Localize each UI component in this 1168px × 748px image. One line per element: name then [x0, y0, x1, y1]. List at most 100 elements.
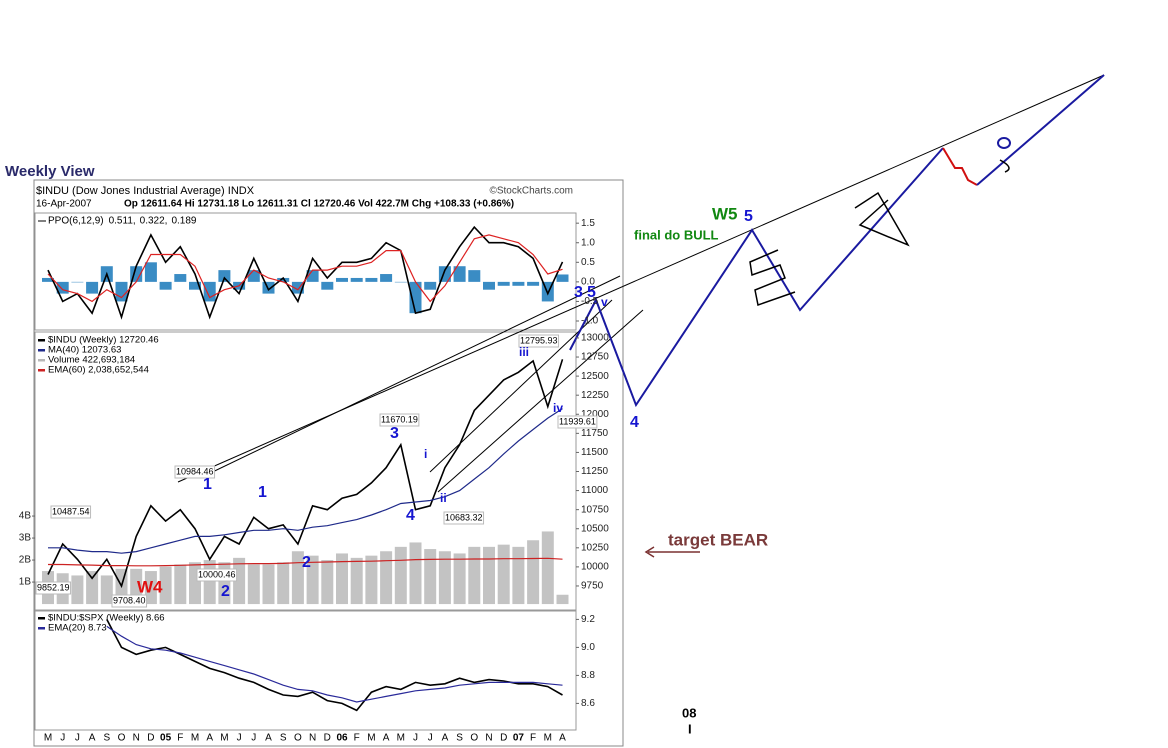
- x-tick-label: N: [133, 733, 140, 744]
- bar: [203, 560, 216, 605]
- y-tick-label: 9750: [581, 581, 604, 592]
- y-tick-label: 10750: [581, 504, 609, 515]
- bar: [541, 531, 554, 605]
- wave-label: 3: [390, 425, 399, 442]
- trend-line: [437, 309, 644, 493]
- legend-entry: 0.322,: [140, 216, 168, 227]
- x-tick-label: 07: [513, 733, 525, 744]
- symbol: $INDU (Dow Jones Industrial Average) IND…: [36, 185, 255, 197]
- x-tick-label: 05: [160, 733, 172, 744]
- label-box: [111, 594, 148, 608]
- y-tick-label: 9.2: [581, 614, 595, 625]
- series-line: [106, 625, 563, 703]
- legend-entry: 0.511,: [109, 216, 136, 227]
- price-label: 9708.40: [113, 595, 146, 605]
- x-tick-label: F: [530, 733, 536, 744]
- bar: [556, 594, 569, 605]
- wave-label: target BEAR: [668, 530, 768, 549]
- series-line: [48, 408, 563, 554]
- x-tick-label: 06: [336, 733, 348, 744]
- label-box: [35, 581, 72, 595]
- x-tick-label: M: [367, 733, 375, 744]
- legend-swatch: [38, 349, 45, 352]
- wave-label: W4: [137, 577, 163, 596]
- bar: [468, 546, 481, 605]
- price-label: 9852.19: [37, 582, 70, 592]
- projection-red: [942, 147, 978, 186]
- legend-entry: $INDU (Weekly) 12720.46: [48, 335, 159, 346]
- y-tick-label: 12000: [581, 409, 609, 420]
- x-tick-label: A: [559, 733, 566, 744]
- y2-tick-label: 3B: [19, 533, 32, 544]
- x-tick-label: N: [485, 733, 492, 744]
- bar: [497, 281, 510, 286]
- page-title: Weekly View: [5, 163, 95, 180]
- bar: [71, 281, 84, 283]
- price-label: 10683.32: [445, 512, 483, 522]
- arrow-head: [644, 546, 655, 558]
- y-tick-label: 1.5: [581, 218, 595, 229]
- y-tick-label: 11500: [581, 447, 609, 458]
- bar: [203, 281, 216, 302]
- price-label: 10000.46: [198, 569, 236, 579]
- bar: [86, 281, 99, 294]
- x-tick-label: D: [324, 733, 331, 744]
- x-tick-label: F: [354, 733, 360, 744]
- bar: [424, 549, 437, 605]
- y-tick-label: -0.5: [581, 296, 599, 307]
- x-tick-label: J: [60, 733, 65, 744]
- bar: [365, 277, 378, 282]
- wave-label: final do BULL: [634, 227, 719, 242]
- x-tick-label: D: [147, 733, 154, 744]
- label-box: [379, 413, 420, 427]
- bar: [380, 551, 393, 605]
- price-label: 10984.46: [176, 466, 214, 476]
- y-tick-label: 12750: [581, 352, 609, 363]
- x-tick-label: O: [118, 733, 126, 744]
- trend-line: [199, 275, 621, 479]
- legend-title: PPO(6,12,9): [48, 216, 104, 227]
- y-tick-label: 12250: [581, 390, 609, 401]
- bar: [365, 555, 378, 605]
- date: 16-Apr-2007: [36, 199, 92, 210]
- bar: [291, 281, 304, 294]
- legend-swatch: [38, 339, 45, 342]
- x-tick-label: F: [177, 733, 183, 744]
- y-tick-label: 10000: [581, 562, 609, 573]
- series-line: [48, 557, 563, 567]
- legend-swatch: [38, 369, 45, 372]
- circle-mark: [997, 137, 1011, 149]
- x-tick-label: O: [294, 733, 302, 744]
- bar: [512, 281, 525, 286]
- x-tick-label: A: [442, 733, 449, 744]
- x-tick-label: O: [470, 733, 478, 744]
- wave-label: 5: [587, 284, 596, 301]
- x-tick-label: A: [206, 733, 213, 744]
- bar: [483, 546, 495, 605]
- y-tick-label: -1.0: [581, 316, 599, 327]
- legend-swatch: [38, 617, 45, 620]
- wave-label: 5: [744, 208, 753, 225]
- chart-frame: [33, 179, 624, 747]
- wave-label: I: [688, 721, 692, 736]
- ratio-panel: [34, 610, 577, 731]
- flag: [749, 249, 796, 306]
- bar: [556, 274, 569, 282]
- x-tick-label: M: [397, 733, 405, 744]
- label-box: [196, 568, 238, 582]
- x-tick-label: J: [251, 733, 256, 744]
- series-line: [47, 359, 564, 589]
- wave-label: iii: [519, 345, 529, 359]
- y-tick-label: 8.6: [581, 698, 595, 709]
- y-tick-label: 0.0: [581, 277, 595, 288]
- y-tick-label: 11250: [581, 466, 609, 477]
- x-tick-label: J: [237, 733, 242, 744]
- x-tick-label: M: [544, 733, 552, 744]
- bar: [321, 560, 334, 605]
- ppo-panel: [34, 212, 577, 331]
- bar: [189, 281, 201, 290]
- bar: [321, 281, 334, 290]
- x-tick-label: M: [191, 733, 199, 744]
- bar: [100, 575, 113, 605]
